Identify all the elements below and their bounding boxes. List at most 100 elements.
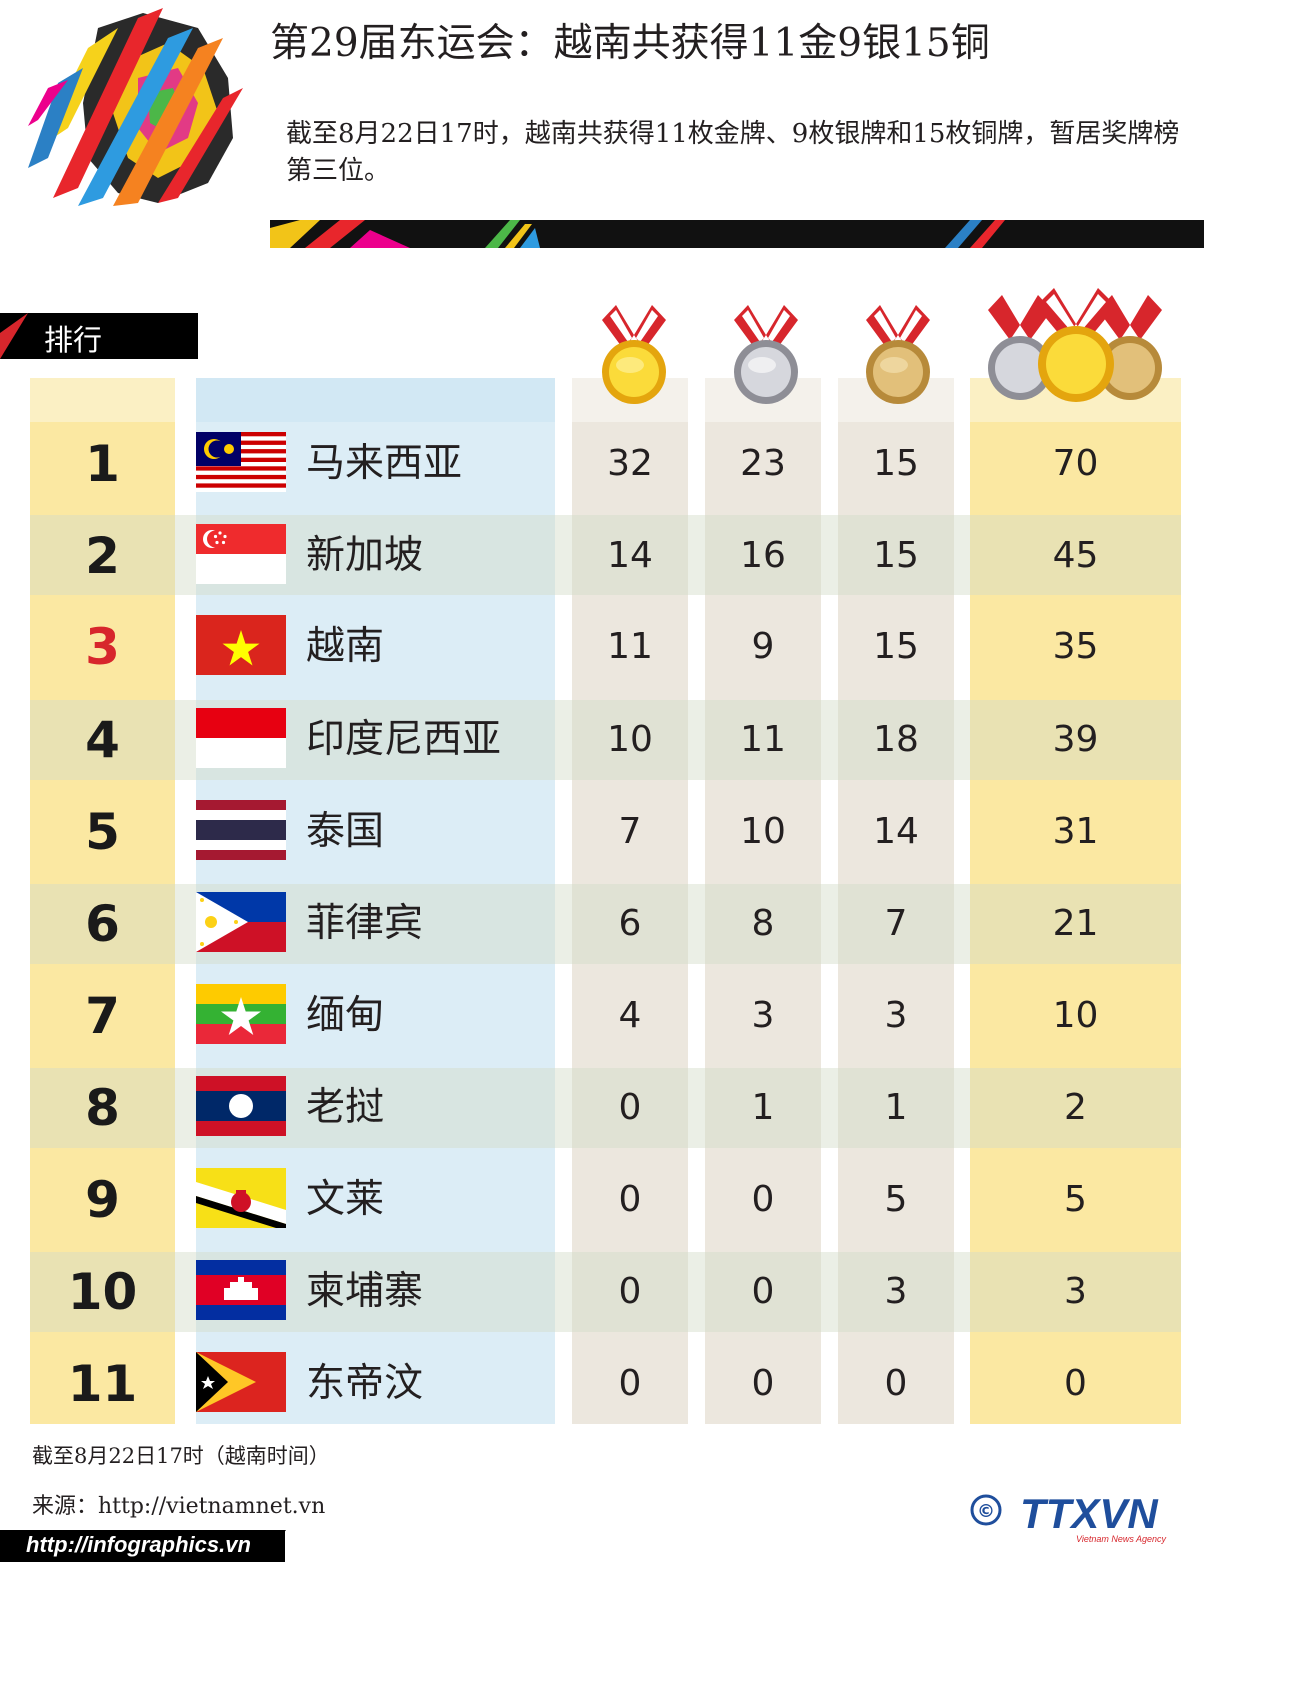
table-row: 8 老挝 0 1 1 2: [0, 1062, 1204, 1154]
gold-count: 32: [607, 443, 653, 484]
silver-count: 0: [751, 1363, 775, 1404]
ttxvn-logo: © TTXVN Vietnam News Agency: [970, 1490, 1167, 1544]
total-count: 39: [1052, 719, 1099, 760]
rank-number: 1: [85, 435, 120, 493]
total-count: 2: [1064, 1087, 1087, 1128]
gold-medal-icon: [602, 305, 666, 404]
myanmar-flag: [196, 984, 286, 1044]
copyright-icon: ©: [977, 1501, 995, 1522]
indonesia-flag: [196, 708, 286, 768]
bronze-count: 15: [873, 535, 919, 576]
rank-number: 11: [67, 1355, 138, 1413]
total-medals-icon: [988, 288, 1162, 402]
rank-number: 6: [85, 895, 120, 953]
rank-number: 8: [85, 1079, 120, 1137]
bronze-count: 3: [884, 995, 908, 1036]
country-name: 老挝: [306, 1085, 385, 1130]
gold-count: 0: [618, 1179, 642, 1220]
decorative-stripe-bar: [270, 220, 1204, 248]
country-name: 印度尼西亚: [306, 717, 502, 762]
gold-count: 11: [607, 626, 653, 667]
country-name: 文莱: [306, 1177, 385, 1222]
table-row: 5 泰国 7 10 14 31: [0, 786, 1204, 878]
silver-count: 16: [740, 535, 786, 576]
silver-count: 1: [751, 1087, 775, 1128]
silver-count: 3: [751, 995, 775, 1036]
silver-count: 0: [751, 1179, 775, 1220]
bronze-count: 15: [873, 626, 919, 667]
page-title: 第29届东运会：越南共获得11金9银15铜: [270, 21, 990, 66]
bronze-count: 0: [884, 1363, 908, 1404]
bronze-count: 14: [873, 811, 919, 852]
bronze-count: 5: [884, 1179, 908, 1220]
malaysia-flag: [196, 432, 286, 492]
bronze-count: 18: [873, 719, 919, 760]
table-row: 9 文莱 0 0 5 5: [0, 1154, 1204, 1246]
bronze-column: [838, 378, 954, 1424]
total-count: 10: [1052, 995, 1099, 1036]
gold-count: 10: [607, 719, 653, 760]
rank-number: 5: [85, 803, 120, 861]
table-row: 4 印度尼西亚 10 11 18 39: [0, 694, 1204, 786]
silver-count: 10: [740, 811, 786, 852]
country-name: 柬埔寨: [306, 1269, 424, 1314]
total-count: 70: [1052, 443, 1099, 484]
rank-header-label: 排行: [44, 323, 103, 357]
country-name: 越南: [306, 624, 385, 669]
singapore-flag: [196, 524, 286, 584]
rank-column: [30, 378, 175, 1424]
vietnam-flag: [196, 615, 286, 675]
bronze-medal-icon: [866, 305, 930, 404]
agency-subtitle: Vietnam News Agency: [1076, 1534, 1167, 1544]
source-text: 来源：http://vietnamnet.vn: [32, 1494, 326, 1519]
laos-flag: [196, 1076, 286, 1136]
total-count: 5: [1064, 1179, 1087, 1220]
table-row: 2 新加坡 14 16 15 45: [0, 510, 1204, 602]
table-row: 6 菲律宾 6 8 7 21: [0, 878, 1204, 970]
page-subtitle: 截至8月22日17时，越南共获得11枚金牌、9枚银牌和15枚铜牌，暂居奖牌榜第三…: [286, 119, 1180, 186]
rank-number: 10: [67, 1263, 138, 1321]
infographics-url-bar[interactable]: http://infographics.vn: [0, 1530, 286, 1562]
table-row: 7 缅甸 4 3 3 10: [0, 970, 1204, 1062]
philippines-flag: [196, 892, 286, 952]
silver-count: 11: [740, 719, 786, 760]
cambodia-flag: [196, 1260, 286, 1320]
url-bar-slant: [262, 1530, 286, 1562]
country-name: 缅甸: [306, 993, 385, 1038]
gold-count: 0: [618, 1271, 642, 1312]
gold-count: 0: [618, 1363, 642, 1404]
gold-count: 14: [607, 535, 653, 576]
gold-count: 7: [618, 811, 642, 852]
table-row: 1 马来西亚 32 23 15 70: [0, 418, 1204, 510]
rank-number: 7: [85, 987, 120, 1045]
table-row: 3 越南 11 9 15 35: [0, 601, 1204, 693]
infographics-url[interactable]: http://infographics.vn: [26, 1532, 251, 1557]
sea-games-logo: [28, 8, 243, 206]
silver-count: 0: [751, 1271, 775, 1312]
country-name: 马来西亚: [306, 441, 463, 486]
table-row: 11 东帝汶 0 0 0 0: [0, 1338, 1204, 1430]
rank-number: 4: [85, 711, 120, 769]
rank-header-tag: 排行: [0, 313, 198, 359]
country-name: 东帝汶: [306, 1361, 424, 1406]
thailand-flag: [196, 800, 286, 860]
bronze-count: 7: [884, 903, 908, 944]
total-count: 35: [1052, 626, 1099, 667]
gold-count: 6: [618, 903, 642, 944]
table-row: 10 柬埔寨 0 0 3 3: [0, 1246, 1204, 1338]
total-count: 3: [1064, 1271, 1087, 1312]
total-count: 21: [1052, 903, 1099, 944]
total-count: 31: [1052, 811, 1099, 852]
country-name: 新加坡: [306, 533, 424, 578]
rank-tag-red-corner: [0, 313, 28, 359]
country-name: 泰国: [306, 809, 385, 854]
timor-leste-flag: [196, 1352, 286, 1412]
bronze-count: 1: [884, 1087, 908, 1128]
total-count: 45: [1052, 535, 1099, 576]
rank-number: 2: [85, 527, 120, 585]
rank-number: 9: [85, 1171, 120, 1229]
silver-medal-icon: [734, 305, 798, 404]
agency-logo-text: TTXVN: [1020, 1490, 1159, 1537]
gold-count: 4: [618, 995, 642, 1036]
silver-count: 9: [751, 626, 775, 667]
